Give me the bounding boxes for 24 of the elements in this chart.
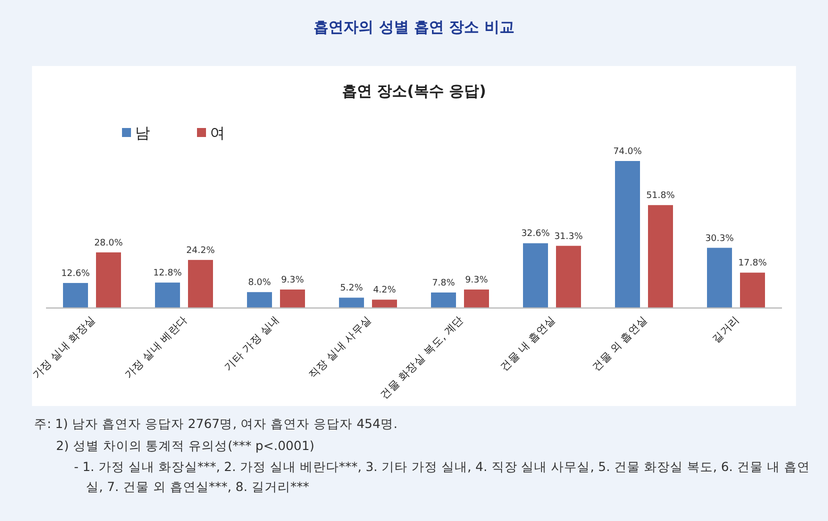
data-label: 8.0% bbox=[248, 278, 272, 288]
data-label: 4.2% bbox=[373, 286, 396, 296]
data-label: 5.2% bbox=[340, 284, 364, 294]
data-label: 32.6% bbox=[521, 229, 550, 240]
data-label: 31.3% bbox=[554, 232, 584, 242]
chart-subtitle: 흡연 장소(복수 응답) bbox=[342, 82, 486, 100]
legend-label: 남 bbox=[135, 124, 150, 142]
data-label: 74.0% bbox=[613, 147, 642, 157]
chart-title: 흡연자의 성별 흡연 장소 비교 bbox=[312, 18, 516, 37]
text: 주: 1) 남자 흡연자 응답자 2767명, 여자 흡연자 응답자 454명. bbox=[34, 415, 398, 433]
data-label: 12.8% bbox=[153, 268, 182, 279]
data-label: 24.2% bbox=[186, 246, 216, 256]
text: 2) 성별 차이의 통계적 유의성(*** p<.0001) bbox=[55, 437, 316, 455]
x-tick-label: 기타 가정 실내 bbox=[222, 314, 282, 374]
text: - 1. 가정 실내 화장실***, 2. 가정 실내 베란다***, 3. 기타 가정 실내, 4. 직장 실내 사무실, 5. 건물 화장실 복도, 6. 건물 내 흡연실, 7. 건물 외 흡연실***, 8. 길거리*** bbox=[73, 458, 811, 496]
data-label: 30.3% bbox=[705, 234, 734, 244]
data-label: 7.8% bbox=[432, 278, 456, 289]
legend-label: 여 bbox=[210, 124, 225, 142]
data-label: 17.8% bbox=[738, 258, 768, 269]
data-label: 12.6% bbox=[61, 268, 90, 279]
data-label: 28.0% bbox=[94, 238, 124, 248]
data-label: 9.3% bbox=[465, 276, 488, 286]
data-label: 51.8% bbox=[646, 191, 676, 202]
data-label: 9.3% bbox=[281, 276, 304, 286]
